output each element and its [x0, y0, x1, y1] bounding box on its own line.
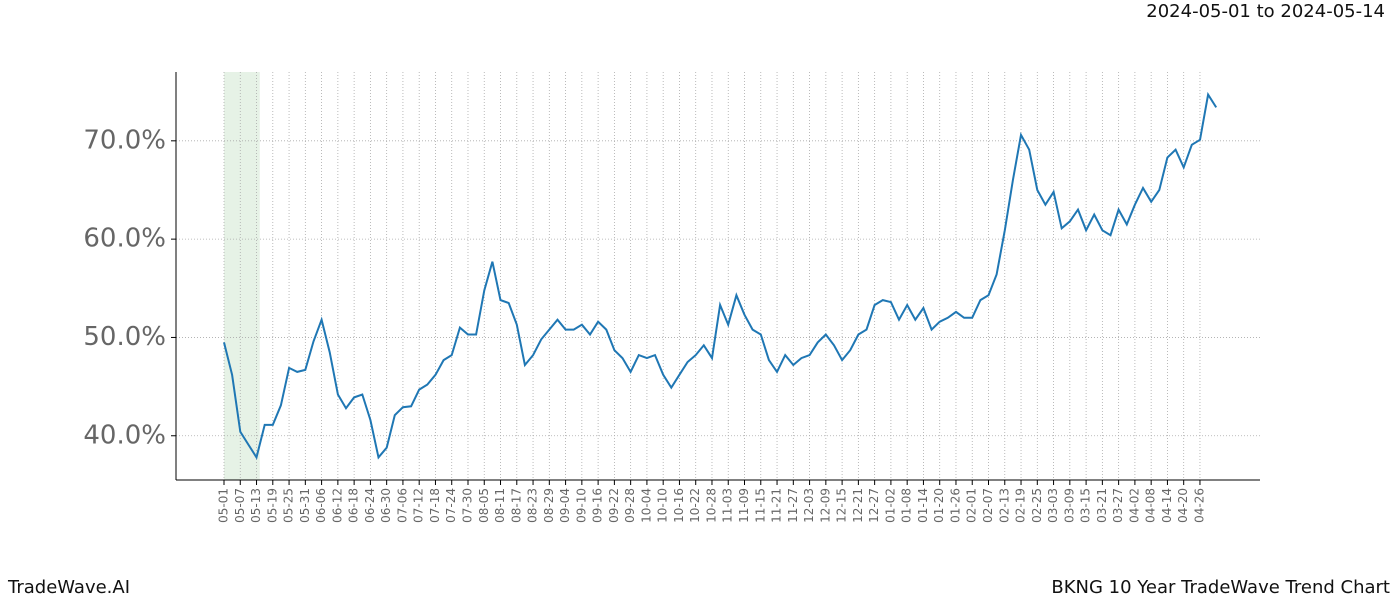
- x-tick-label: 04-14: [1160, 488, 1174, 523]
- y-tick-label: 50.0%: [83, 322, 166, 352]
- x-tick-label: 08-29: [542, 488, 556, 523]
- x-tick-label: 04-20: [1176, 488, 1190, 523]
- x-tick-label: 05-31: [298, 488, 312, 523]
- x-tick-label: 01-08: [900, 488, 914, 523]
- x-tick-label: 04-08: [1144, 488, 1158, 523]
- x-tick-label: 07-12: [412, 488, 426, 523]
- chart-title: 2024-05-01 to 2024-05-14: [1146, 1, 1385, 22]
- x-tick-label: 01-20: [932, 488, 946, 523]
- x-tick-label: 02-01: [965, 488, 979, 523]
- x-tick-label: 12-03: [802, 488, 816, 523]
- x-tick-label: 06-06: [314, 488, 328, 523]
- x-tick-label: 10-22: [688, 488, 702, 523]
- x-tick-label: 03-15: [1079, 488, 1093, 523]
- x-tick-label: 07-24: [444, 488, 458, 523]
- x-tick-label: 06-12: [330, 488, 344, 523]
- y-tick-label: 70.0%: [83, 125, 166, 155]
- x-tick-label: 10-04: [639, 488, 653, 523]
- trend-line: [223, 91, 1218, 460]
- x-tick-label: 08-11: [493, 488, 507, 523]
- x-tick-label: 09-28: [623, 488, 637, 523]
- x-tick-label: 10-10: [656, 488, 670, 523]
- x-tick-label: 01-26: [948, 488, 962, 523]
- x-tick-label: 07-30: [460, 488, 474, 523]
- x-tick-label: 10-16: [672, 488, 686, 523]
- highlight-span: [224, 72, 260, 480]
- x-tick-label: 04-26: [1192, 488, 1206, 523]
- x-tick-label: 02-13: [997, 488, 1011, 523]
- x-tick-label: 07-06: [395, 488, 409, 523]
- x-tick-label: 05-13: [249, 488, 263, 523]
- x-tick-label: 06-30: [379, 488, 393, 523]
- x-tick-label: 03-03: [1046, 488, 1060, 523]
- x-tick-label: 02-25: [1030, 488, 1044, 523]
- x-tick-label: 12-09: [818, 488, 832, 523]
- x-tick-label: 12-27: [867, 488, 881, 523]
- x-tick-label: 02-07: [981, 488, 995, 523]
- x-tick-label: 08-23: [526, 488, 540, 523]
- x-tick-label: 07-18: [428, 488, 442, 523]
- x-tick-label: 09-16: [591, 488, 605, 523]
- x-tick-label: 09-04: [558, 488, 572, 523]
- y-tick-label: 40.0%: [83, 420, 166, 450]
- x-tick-label: 01-14: [916, 488, 930, 523]
- x-tick-label: 05-25: [282, 488, 296, 523]
- x-tick-label: 03-27: [1111, 488, 1125, 523]
- x-tick-label: 10-28: [704, 488, 718, 523]
- x-tick-label: 09-22: [607, 488, 621, 523]
- x-tick-label: 11-27: [786, 488, 800, 523]
- x-tick-label: 04-02: [1127, 488, 1141, 523]
- x-tick-label: 06-24: [363, 488, 377, 523]
- x-tick-label: 05-01: [217, 488, 231, 523]
- x-tick-label: 11-15: [753, 488, 767, 523]
- x-tick-label: 03-21: [1095, 488, 1109, 523]
- x-tick-label: 12-21: [851, 488, 865, 523]
- x-tick-label: 01-02: [883, 488, 897, 523]
- footer-right: BKNG 10 Year TradeWave Trend Chart: [1051, 577, 1390, 598]
- y-tick-label: 60.0%: [83, 224, 166, 254]
- x-tick-label: 11-03: [721, 488, 735, 523]
- x-tick-label: 02-19: [1014, 488, 1028, 523]
- x-tick-label: 11-09: [737, 488, 751, 523]
- footer-left: TradeWave.AI: [7, 577, 130, 598]
- x-tick-label: 11-21: [770, 488, 784, 523]
- x-tick-label: 12-15: [835, 488, 849, 523]
- x-tick-label: 08-17: [509, 488, 523, 523]
- x-tick-label: 05-19: [265, 488, 279, 523]
- x-tick-label: 08-05: [477, 488, 491, 523]
- x-tick-label: 03-09: [1062, 488, 1076, 523]
- x-tick-label: 05-07: [233, 488, 247, 523]
- x-tick-label: 06-18: [347, 488, 361, 523]
- x-tick-label: 09-10: [574, 488, 588, 523]
